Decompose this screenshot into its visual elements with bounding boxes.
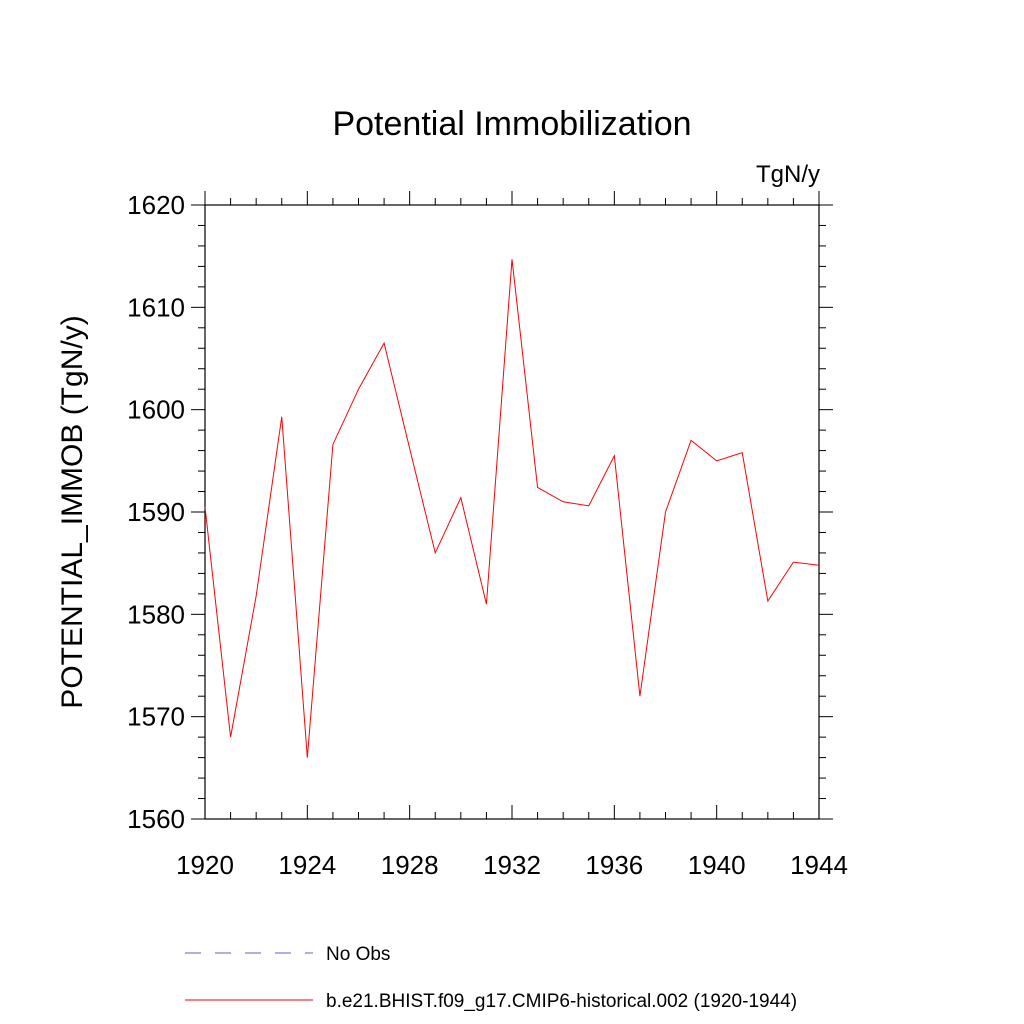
y-tick-label: 1560 [127, 804, 185, 834]
series-layer [204, 259, 820, 758]
x-tick-label: 1936 [585, 850, 643, 880]
y-tick-label: 1600 [127, 395, 185, 425]
legend-label-model: b.e21.BHIST.f09_g17.CMIP6-historical.002… [326, 991, 797, 1012]
plot-frame [204, 204, 820, 820]
x-tick-label: 1928 [381, 850, 439, 880]
chart-title: Potential Immobilization [332, 105, 691, 143]
y-tick-label: 1590 [127, 497, 185, 527]
x-tick-label: 1940 [688, 850, 746, 880]
x-tick-label: 1932 [483, 850, 541, 880]
series-line-0 [204, 259, 820, 758]
legend-label-no-obs: No Obs [326, 944, 390, 965]
y-axis-label: POTENTIAL_IMMOB (TgN/y) [56, 315, 89, 708]
x-tick-label: 1944 [790, 850, 848, 880]
tick-labels: 1920 1924 1928 1932 1936 1940 1944 1560 1570 1580… [127, 190, 848, 880]
legend: No Obs b.e21.BHIST.f09_g17.CMIP6-histori… [185, 944, 797, 1012]
units-label: TgN/y [756, 161, 820, 188]
y-tick-label: 1580 [127, 599, 185, 629]
axis-ticks [191, 191, 833, 820]
y-tick-label: 1570 [127, 702, 185, 732]
x-tick-label: 1920 [176, 850, 234, 880]
y-tick-label: 1610 [127, 292, 185, 322]
x-tick-label: 1924 [278, 850, 336, 880]
y-tick-label: 1620 [127, 190, 185, 220]
